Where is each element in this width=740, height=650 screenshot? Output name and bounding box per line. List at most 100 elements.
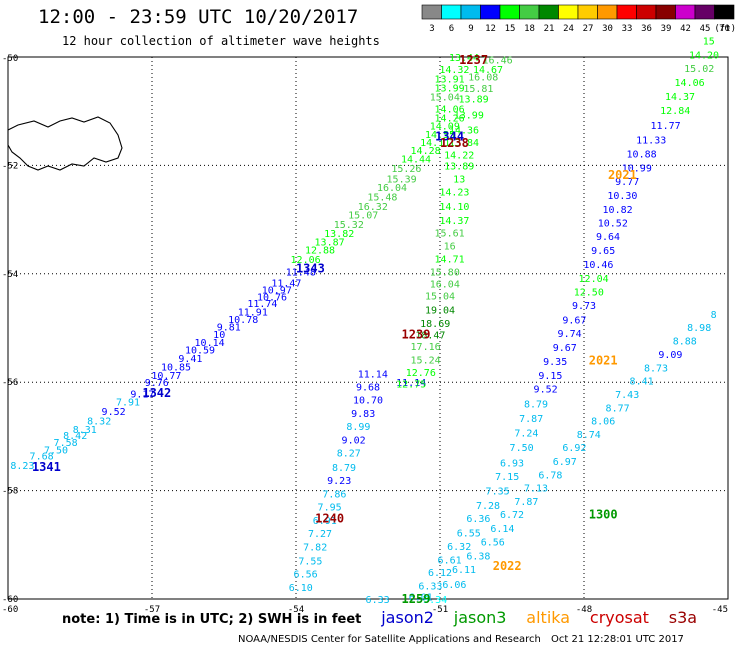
wave-height-point: 6.72 [500, 510, 524, 521]
wave-height-point: 15.26 [391, 164, 421, 175]
wave-height-point: 9.09 [658, 350, 682, 361]
wave-height-point: 10.88 [627, 149, 657, 160]
wave-height-point: 8.79 [332, 463, 356, 474]
legend-label: 9 [468, 24, 473, 34]
wave-height-point: 6.10 [289, 583, 313, 594]
wave-height-point: 6.97 [553, 457, 577, 468]
wave-height-point: 15.80 [430, 268, 460, 279]
wave-height-point: 16.04 [430, 280, 460, 291]
wave-height-point: 14.28 [411, 146, 441, 157]
pass-label: 1341 [32, 460, 61, 474]
wave-height-point: 16 [444, 242, 456, 253]
wave-height-point: 9.41 [178, 354, 202, 365]
wave-height-point: 14.06 [435, 104, 465, 115]
wave-height-point: 6.32 [447, 542, 471, 553]
wave-height-point: 9.83 [351, 409, 375, 420]
wave-height-point: 10.14 [195, 338, 225, 349]
x-tick-label: -51 [432, 605, 448, 615]
wave-height-point: 7.87 [519, 414, 543, 425]
wave-height-point: 14.71 [435, 255, 465, 266]
wave-height-point: 9.67 [553, 343, 577, 354]
wave-height-point: 10.52 [598, 218, 628, 229]
legend-swatch [694, 4, 715, 20]
wave-height-point: 14.36 [449, 126, 479, 137]
wave-height-point: 15.39 [387, 174, 417, 185]
track-1341-1344: 8.237.687.507.588.428.318.329.527.919.17… [10, 53, 479, 472]
wave-height-point: 8.06 [591, 417, 615, 428]
legend-swatch [655, 4, 676, 20]
wave-height-point: 11.91 [238, 308, 268, 319]
y-tick-label: -56 [2, 378, 18, 388]
y-tick-label: -52 [2, 161, 18, 171]
pass-label: 1238 [440, 136, 469, 150]
wave-height-point: 19.04 [425, 306, 455, 317]
legend-label: 39 [661, 24, 672, 34]
wave-height-point: 7.50 [44, 445, 68, 456]
wave-height-tracks: 8.237.687.507.588.428.318.329.527.919.17… [10, 37, 719, 606]
wave-height-point: 7.87 [514, 497, 538, 508]
wave-height-point: 12.06 [291, 255, 321, 266]
y-tick-label: -54 [2, 270, 18, 280]
legend-swatch [597, 4, 618, 20]
x-tick-label: -54 [288, 605, 304, 615]
wave-height-point: 13.87 [315, 237, 345, 248]
satellite-jason3: jason3 [453, 608, 507, 627]
wave-height-point: 6.33 [366, 595, 390, 606]
wave-height-point: 16.46 [483, 56, 513, 67]
wave-height-point: 13.91 [435, 75, 465, 86]
wave-height-point: 12.76 [406, 368, 436, 379]
plot-frame [7, 56, 729, 600]
wave-height-point: 7.13 [524, 483, 548, 494]
wave-height-point: 6.92 [562, 443, 586, 454]
legend-label: 3 [429, 24, 434, 34]
wave-height-point: 6.56 [481, 538, 505, 549]
legend-swatch [577, 4, 598, 20]
pass-label: 2021 [589, 353, 618, 367]
legend-label: 42 [680, 24, 691, 34]
wave-height-point: 6.61 [438, 555, 462, 566]
x-tick-label: -57 [144, 605, 160, 615]
pass-label: 1240 [315, 512, 344, 526]
wave-height-point: 5.34 [423, 595, 447, 606]
legend-units: (ft) [714, 24, 736, 34]
pass-label: 1342 [142, 386, 171, 400]
wave-height-point: 7.43 [615, 390, 639, 401]
wave-height-point: 15.04 [425, 291, 455, 302]
satellite-s3a: s3a [668, 608, 698, 627]
wave-height-point: 7.58 [54, 438, 78, 449]
wave-height-point: 13.99 [435, 83, 465, 94]
wave-height-point: 14.06 [675, 78, 705, 89]
wave-height-point: 15.61 [435, 229, 465, 240]
wave-height-point: 9.67 [562, 315, 586, 326]
chart-title: 12:00 - 23:59 UTC 10/20/2017 [38, 6, 359, 28]
wave-height-point: 8.98 [687, 323, 711, 334]
wave-height-point: 12.75 [396, 379, 426, 390]
wave-height-point: 6.36 [466, 514, 490, 525]
wave-height-point: 6.01 [409, 592, 433, 603]
wave-height-point: 8.99 [346, 422, 370, 433]
land-mass-falkland-islands [7, 116, 123, 171]
wave-height-point: 11.74 [247, 299, 277, 310]
wave-height-point: 15.07 [348, 211, 378, 222]
wave-height-point: 9.65 [591, 246, 615, 257]
legend-label: 70 [719, 24, 730, 34]
wave-height-point: 8.88 [673, 336, 697, 347]
legend-swatch [675, 4, 696, 20]
legend-swatch [480, 4, 501, 20]
wave-height-point: 11.33 [636, 135, 666, 146]
legend-label: 27 [583, 24, 594, 34]
legend-label: 6 [449, 24, 454, 34]
wave-height-point: 12.04 [579, 274, 609, 285]
wave-height-point: 7.27 [308, 529, 332, 540]
wave-height-point: 12.84 [660, 106, 690, 117]
wave-height-point: 7.86 [322, 489, 346, 500]
wave-height-point: 14.20 [689, 50, 719, 61]
wave-height-point: 16.04 [377, 183, 407, 194]
legend-label: 12 [485, 24, 496, 34]
wave-height-point: 14.26 [435, 114, 465, 125]
credit-line: NOAA/NESDIS Center for Satellite Applica… [238, 634, 541, 645]
wave-height-point: 9.23 [327, 476, 351, 487]
wave-height-point: 6.11 [452, 565, 476, 576]
wave-height-point: 8.79 [524, 399, 548, 410]
